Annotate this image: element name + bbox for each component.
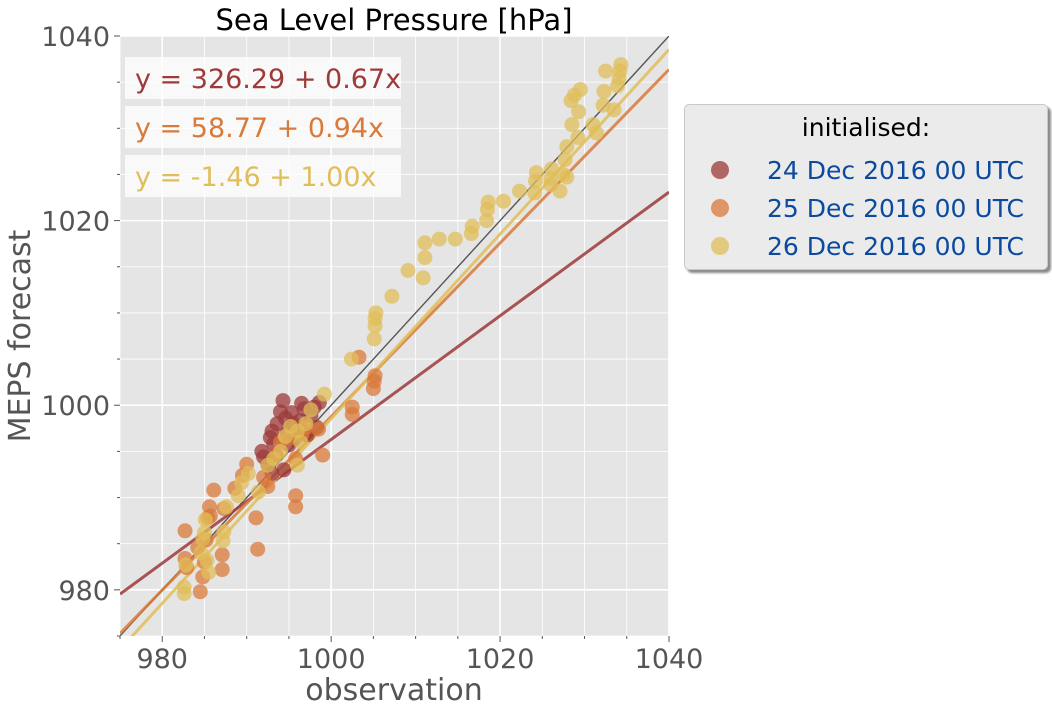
equation-label-series-3: y = -1.46 + 1.00x bbox=[135, 162, 377, 193]
data-point-series-3 bbox=[480, 194, 496, 210]
data-point-series-3 bbox=[598, 63, 614, 79]
y-tick-label: 1040 bbox=[41, 22, 110, 53]
data-point-series-3 bbox=[415, 270, 431, 286]
data-point-series-3 bbox=[417, 250, 433, 266]
data-point-series-3 bbox=[196, 525, 212, 541]
data-point-series-3 bbox=[606, 102, 622, 118]
data-point-series-3 bbox=[384, 288, 400, 304]
axis-ticks: 980 1000 1020 1040 980 1000 1020 1040 bbox=[41, 22, 703, 675]
legend-item-26-dec: 26 Dec 2016 00 UTC bbox=[685, 229, 1024, 263]
data-point-series-3 bbox=[216, 524, 232, 540]
regression-equations: y = 326.29 + 0.67x y = 58.77 + 0.94x y = -… bbox=[125, 57, 401, 197]
data-point-series-3 bbox=[240, 466, 256, 482]
data-point-series-3 bbox=[479, 213, 495, 229]
data-point-series-3 bbox=[528, 165, 544, 181]
x-tick-label: 980 bbox=[136, 644, 188, 675]
data-point-series-2 bbox=[288, 499, 304, 515]
legend: initialised: 24 Dec 2016 00 UTC 25 Dec 2… bbox=[684, 104, 1048, 270]
data-point-series-3 bbox=[272, 443, 288, 459]
equation-label-series-2: y = 58.77 + 0.94x bbox=[135, 113, 384, 144]
data-point-series-3 bbox=[527, 185, 543, 201]
data-point-series-3 bbox=[230, 488, 246, 504]
data-point-series-3 bbox=[316, 386, 332, 402]
data-point-series-1 bbox=[254, 443, 270, 459]
legend-item-24-dec: 24 Dec 2016 00 UTC bbox=[685, 153, 1024, 187]
data-point-series-3 bbox=[596, 83, 612, 99]
data-point-series-2 bbox=[214, 547, 230, 563]
regression-line-series-3 bbox=[130, 48, 669, 636]
legend-marker-24-dec bbox=[711, 161, 729, 179]
data-point-series-3 bbox=[298, 416, 314, 432]
data-point-series-2 bbox=[310, 421, 326, 437]
data-point-series-3 bbox=[571, 104, 587, 120]
data-point-series-2 bbox=[177, 523, 193, 539]
data-point-series-3 bbox=[343, 351, 359, 367]
data-point-series-2 bbox=[344, 406, 360, 422]
legend-label-24-dec: 24 Dec 2016 00 UTC bbox=[767, 155, 1024, 185]
data-point-series-3 bbox=[557, 152, 573, 168]
data-point-series-3 bbox=[178, 557, 194, 573]
data-point-series-3 bbox=[199, 552, 215, 568]
data-point-series-3 bbox=[544, 161, 560, 177]
data-point-series-3 bbox=[201, 564, 217, 580]
data-point-series-3 bbox=[495, 193, 511, 209]
scatter-points bbox=[176, 57, 629, 602]
chart-title: Sea Level Pressure [hPa] bbox=[215, 3, 572, 37]
data-point-series-2 bbox=[206, 482, 222, 498]
data-point-series-2 bbox=[315, 447, 331, 463]
x-axis-label: observation bbox=[305, 673, 482, 708]
data-point-series-2 bbox=[367, 368, 383, 384]
data-point-series-3 bbox=[366, 331, 382, 347]
data-point-series-1 bbox=[275, 393, 291, 409]
data-point-series-3 bbox=[293, 434, 309, 450]
data-point-series-3 bbox=[431, 231, 447, 247]
data-point-series-3 bbox=[218, 499, 234, 515]
data-point-series-3 bbox=[566, 87, 582, 103]
y-tick-label: 1000 bbox=[41, 391, 110, 422]
data-point-series-3 bbox=[464, 218, 480, 234]
equation-label-series-1: y = 326.29 + 0.67x bbox=[135, 64, 401, 95]
data-point-series-3 bbox=[570, 130, 586, 146]
x-tick-label: 1000 bbox=[297, 644, 366, 675]
legend-label-25-dec: 25 Dec 2016 00 UTC bbox=[767, 193, 1024, 223]
data-point-series-2 bbox=[214, 562, 230, 578]
data-point-series-3 bbox=[543, 177, 559, 193]
data-point-series-1 bbox=[276, 462, 292, 478]
data-point-series-3 bbox=[512, 183, 528, 199]
x-tick-label: 1040 bbox=[635, 644, 704, 675]
data-point-series-3 bbox=[613, 57, 629, 73]
y-axis-label: MEPS forecast bbox=[3, 229, 38, 442]
data-point-series-3 bbox=[564, 117, 580, 133]
legend-marker-26-dec bbox=[711, 237, 729, 255]
x-tick-label: 1020 bbox=[466, 644, 535, 675]
data-point-series-2 bbox=[248, 510, 264, 526]
data-point-series-3 bbox=[303, 402, 319, 418]
equation-box-series-3 bbox=[125, 155, 401, 197]
data-point-series-3 bbox=[251, 484, 267, 500]
data-point-series-3 bbox=[559, 139, 575, 155]
y-tick-label: 980 bbox=[58, 576, 110, 607]
regression-line-series-1 bbox=[120, 190, 669, 596]
data-point-series-2 bbox=[288, 488, 304, 504]
data-point-series-2 bbox=[250, 541, 266, 557]
data-point-series-2 bbox=[192, 584, 208, 600]
legend-label-26-dec: 26 Dec 2016 00 UTC bbox=[767, 231, 1024, 261]
data-point-series-3 bbox=[588, 125, 604, 141]
legend-title: initialised: bbox=[801, 113, 931, 142]
y-tick-label: 1020 bbox=[41, 207, 110, 238]
data-point-series-3 bbox=[559, 169, 575, 185]
data-point-series-3 bbox=[417, 235, 433, 251]
data-point-series-3 bbox=[400, 262, 416, 278]
data-point-series-3 bbox=[197, 512, 213, 528]
equation-box-series-2 bbox=[125, 106, 401, 148]
legend-item-25-dec: 25 Dec 2016 00 UTC bbox=[685, 191, 1024, 225]
legend-marker-25-dec bbox=[711, 199, 729, 217]
equation-box-series-1 bbox=[125, 57, 401, 99]
data-point-series-3 bbox=[289, 457, 305, 473]
data-point-series-3 bbox=[447, 231, 463, 247]
data-point-series-3 bbox=[176, 579, 192, 595]
data-point-series-3 bbox=[368, 305, 384, 321]
